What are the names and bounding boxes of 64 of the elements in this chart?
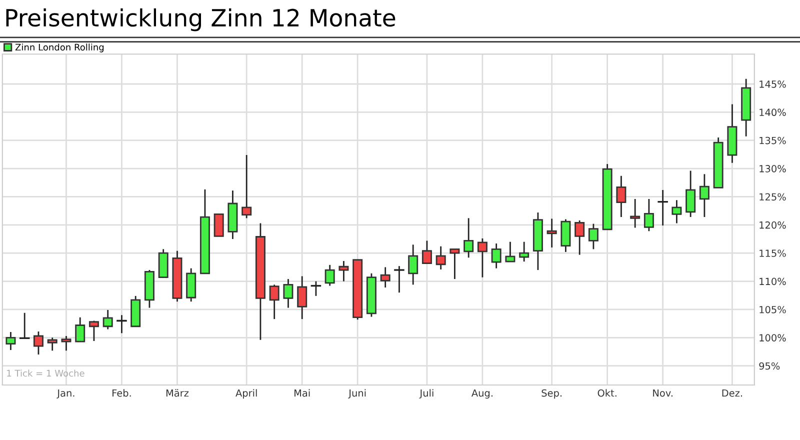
candlestick xyxy=(672,199,682,224)
candlestick xyxy=(408,244,418,286)
candlestick xyxy=(324,264,335,286)
candlestick xyxy=(658,189,668,226)
candlestick xyxy=(699,173,710,218)
x-tick-label: Feb. xyxy=(112,389,131,397)
candlestick xyxy=(19,312,30,340)
y-tick-label: 120% xyxy=(760,221,786,229)
candlestick xyxy=(546,218,557,248)
x-tick-label: Jan. xyxy=(56,389,74,398)
candlestick xyxy=(477,238,488,278)
candlestick xyxy=(88,320,99,342)
y-tick-label: 130% xyxy=(760,165,786,172)
candlestick xyxy=(242,154,252,219)
y-tick-label: 105% xyxy=(760,306,786,314)
legend-label: Zinn London Rolling xyxy=(15,44,104,52)
candlestick xyxy=(519,241,530,262)
candlestick xyxy=(574,220,585,256)
candlestick xyxy=(491,242,502,270)
candlestick xyxy=(214,214,224,237)
candlestick xyxy=(616,175,626,218)
y-tick-label: 115% xyxy=(760,250,786,257)
candlestick xyxy=(686,170,696,218)
y-tick-label: 95% xyxy=(759,362,780,370)
x-tick-label: April xyxy=(236,389,257,399)
candlestick xyxy=(436,246,446,270)
candlestick xyxy=(380,266,390,288)
y-tick-label: 140% xyxy=(760,108,786,116)
y-tick-label: 135% xyxy=(760,136,786,144)
x-tick-label: Mai xyxy=(294,389,310,397)
candlestick xyxy=(394,265,404,294)
candlestick xyxy=(588,223,598,250)
candlestick xyxy=(338,260,349,282)
candlestick xyxy=(310,280,322,297)
candlestick xyxy=(283,278,294,308)
candlestick xyxy=(505,241,516,262)
x-tick-label: Dez. xyxy=(722,389,742,397)
candlestick xyxy=(450,248,460,280)
x-tick-label: Okt. xyxy=(598,389,616,397)
candlestick xyxy=(269,284,280,320)
x-tick-label: Juli xyxy=(419,389,434,398)
candlestick xyxy=(422,240,432,264)
candlestick xyxy=(464,217,474,258)
y-tick-label: 145% xyxy=(760,80,786,88)
y-tick-label: 110% xyxy=(760,278,786,286)
candlestick xyxy=(116,314,127,334)
candlestick xyxy=(75,316,86,342)
y-tick-label: 125% xyxy=(760,193,786,201)
chart-title: Preisentwicklung Zinn 12 Monate xyxy=(6,8,396,32)
x-tick-label: Sep. xyxy=(542,389,562,399)
x-tick-label: Aug. xyxy=(472,389,492,399)
candlestick xyxy=(630,198,640,228)
x-tick-label: Juni xyxy=(348,389,366,398)
x-tick-label: März xyxy=(166,389,189,397)
annotation: 1 Tick = 1 Woche xyxy=(7,370,84,377)
candlestick xyxy=(61,335,72,352)
candlestick xyxy=(297,276,308,320)
candlestick xyxy=(47,336,58,352)
candlestick xyxy=(6,331,16,351)
x-tick-label: Nov. xyxy=(653,389,672,397)
candlestick xyxy=(644,198,654,232)
candlestick xyxy=(33,330,44,356)
y-tick-label: 100% xyxy=(760,334,786,342)
candlestick xyxy=(102,309,113,330)
